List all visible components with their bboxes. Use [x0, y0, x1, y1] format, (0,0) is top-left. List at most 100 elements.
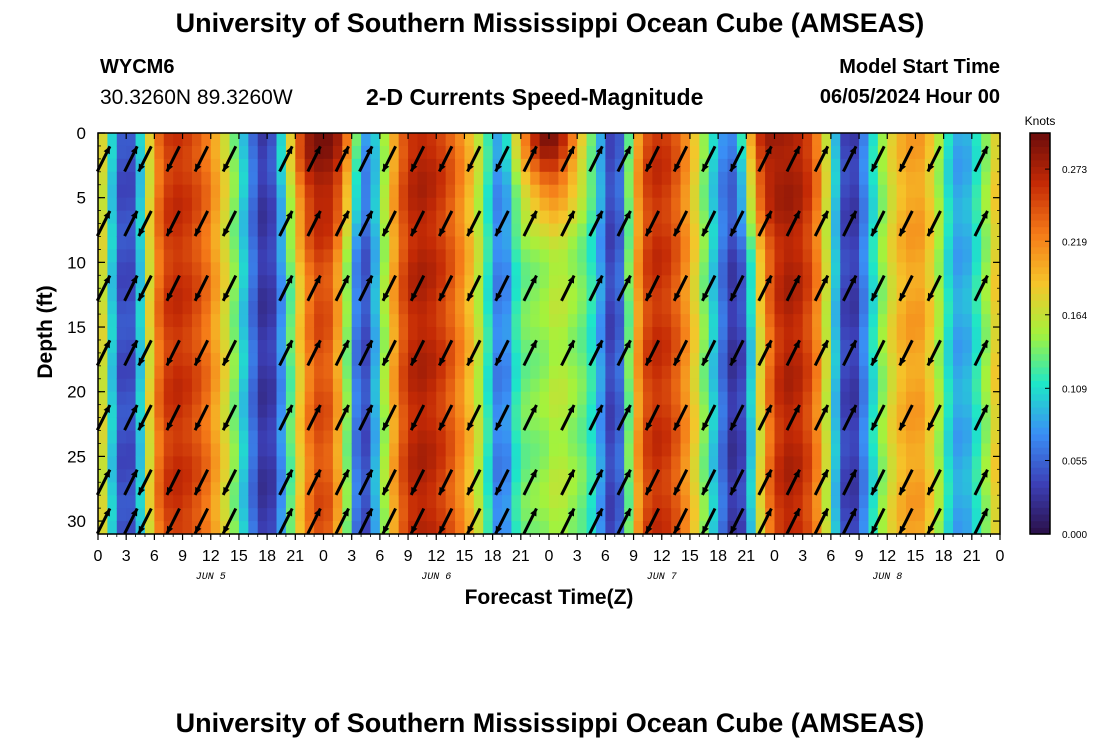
heatmap-cell	[116, 133, 127, 147]
heatmap-cell	[267, 469, 278, 483]
y-tick-label: 30	[67, 512, 86, 531]
heatmap-cell	[859, 339, 870, 354]
heatmap-cell	[417, 184, 428, 199]
heatmap-cell	[877, 262, 888, 276]
heatmap-cell	[473, 482, 484, 496]
heatmap-cell	[220, 339, 231, 354]
heatmap-cell	[840, 184, 851, 199]
heatmap-cell	[445, 378, 456, 393]
heatmap-cell	[765, 521, 776, 535]
heatmap-cell	[314, 133, 325, 147]
heatmap-cell	[962, 158, 973, 173]
heatmap-cell	[473, 262, 484, 276]
heatmap-cell	[934, 521, 945, 535]
heatmap-cell	[257, 521, 268, 535]
current-vector	[409, 145, 426, 173]
heatmap-cell	[774, 378, 785, 393]
heatmap-cell	[765, 197, 776, 212]
heatmap-cell	[981, 430, 992, 445]
heatmap-cell	[144, 249, 155, 263]
x-tick-label: 3	[347, 548, 356, 565]
heatmap-cell	[351, 417, 362, 432]
heatmap-cell	[699, 456, 710, 470]
heatmap-cell	[379, 327, 390, 341]
heatmap-cell	[530, 352, 541, 367]
heatmap-cell	[924, 210, 935, 225]
heatmap-cell	[915, 430, 926, 445]
heatmap-cell	[182, 288, 193, 302]
heatmap-cell	[943, 184, 954, 199]
heatmap-cell	[511, 236, 522, 251]
heatmap-cell	[445, 210, 456, 225]
heatmap-cell	[248, 249, 259, 263]
heatmap-cell	[530, 417, 541, 432]
colorbar-swatch	[1030, 320, 1050, 328]
current-vector	[813, 210, 830, 237]
heatmap-cell	[783, 339, 794, 354]
heatmap-cell	[906, 133, 917, 147]
heatmap-cell	[718, 133, 729, 147]
heatmap-cell	[379, 430, 390, 445]
heatmap-cell	[793, 288, 804, 302]
current-vector	[898, 210, 914, 237]
heatmap-cell	[314, 417, 325, 432]
heatmap-cell	[708, 508, 719, 522]
heatmap-cell	[934, 158, 945, 173]
heatmap-cell	[426, 327, 437, 341]
heatmap-cell	[549, 365, 559, 380]
heatmap-cell	[135, 469, 146, 483]
heatmap-cell	[107, 158, 118, 173]
heatmap-cell	[549, 288, 559, 302]
heatmap-cell	[116, 365, 127, 380]
heatmap-cell	[642, 249, 653, 263]
heatmap-cell	[445, 275, 456, 289]
heatmap-cell	[924, 508, 935, 522]
heatmap-cell	[511, 145, 522, 160]
heatmap-cell	[558, 456, 569, 470]
heatmap-cell	[661, 495, 672, 509]
heatmap-cell	[887, 236, 898, 251]
current-vector	[926, 274, 942, 302]
heatmap-cell	[624, 327, 635, 341]
heatmap-cell	[455, 495, 466, 509]
heatmap-cell	[455, 443, 466, 457]
heatmap-cell	[210, 171, 221, 186]
current-vector	[358, 469, 374, 496]
heatmap-cell	[661, 521, 672, 535]
heatmap-cell	[483, 314, 494, 328]
current-vector	[95, 274, 112, 302]
heatmap-cell	[267, 495, 278, 509]
current-vector	[123, 469, 139, 496]
heatmap-cell	[445, 184, 456, 199]
heatmap-cell	[304, 495, 315, 509]
heatmap-cell	[906, 145, 917, 160]
heatmap-cell	[586, 495, 597, 509]
heatmap-cell	[426, 495, 437, 509]
heatmap-cell	[502, 365, 513, 380]
heatmap-cell	[361, 210, 372, 225]
heatmap-cell	[323, 249, 334, 263]
heatmap-cell	[257, 495, 268, 509]
heatmap-cell	[389, 378, 400, 393]
model-start-label: Model Start Time	[839, 56, 1000, 78]
heatmap-cell	[135, 171, 146, 186]
heatmap-cell	[699, 301, 710, 315]
heatmap-cell	[417, 482, 428, 496]
heatmap-cell	[943, 197, 954, 212]
heatmap-cell	[182, 391, 193, 406]
heatmap-cell	[962, 223, 973, 238]
current-vector	[926, 404, 942, 431]
heatmap-cell	[436, 184, 447, 199]
heatmap-cell	[539, 145, 550, 160]
heatmap-cell	[379, 365, 390, 380]
heatmap-cell	[126, 197, 137, 212]
heatmap-cell	[812, 365, 823, 380]
heatmap-cell	[314, 482, 325, 496]
heatmap-cell	[887, 391, 898, 406]
heatmap-cell	[455, 352, 466, 367]
heatmap-cell	[971, 469, 982, 483]
current-vector	[842, 404, 858, 431]
heatmap-cell	[849, 236, 860, 251]
heatmap-cell	[558, 249, 569, 263]
heatmap-cell	[859, 430, 870, 445]
